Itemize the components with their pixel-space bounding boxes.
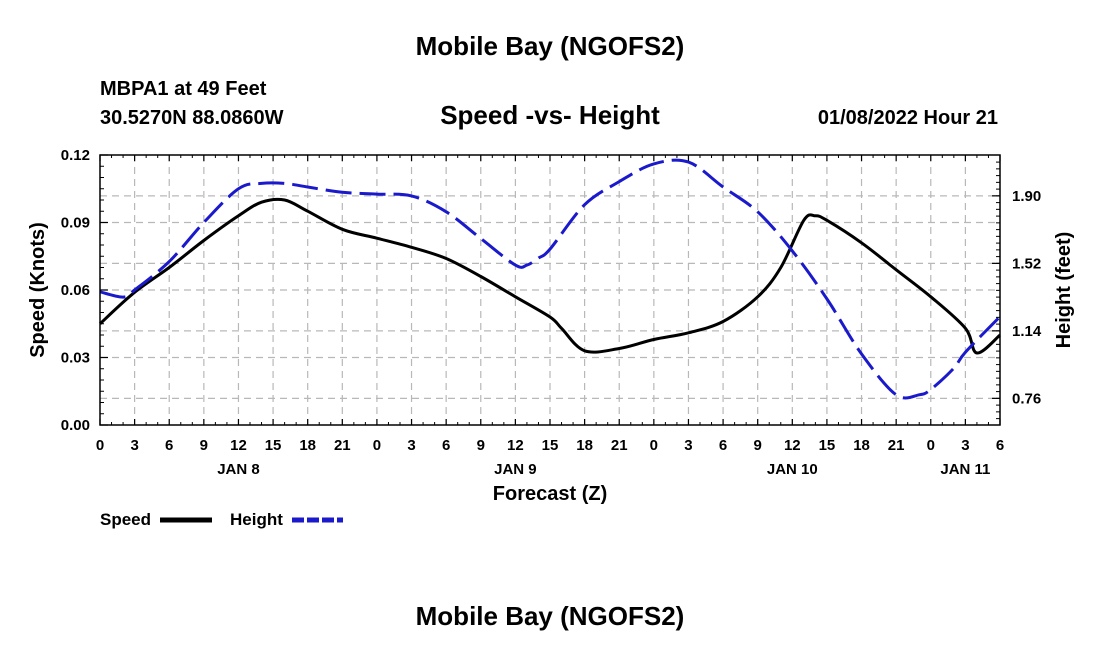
x-tick-label: 18 — [853, 437, 870, 454]
station-label: MBPA1 at 49 Feet — [100, 78, 267, 100]
x-tick-label: 3 — [130, 437, 138, 454]
date-label: JAN 8 — [217, 461, 260, 478]
x-tick-label: 0 — [927, 437, 935, 454]
x-tick-label: 21 — [888, 437, 905, 454]
x-tick-label: 15 — [819, 437, 836, 454]
x-tick-label: 9 — [200, 437, 208, 454]
height-line — [99, 158, 1002, 400]
x-tick-label: 12 — [784, 437, 801, 454]
x-tick-label: 3 — [684, 437, 692, 454]
x-tick-label: 6 — [165, 437, 173, 454]
x-tick-label: 6 — [442, 437, 450, 454]
speed-line — [98, 197, 1001, 355]
y2-axis-label: Height (feet) — [1053, 232, 1075, 349]
date-label: JAN 10 — [767, 461, 818, 478]
x-tick-label: 15 — [265, 437, 282, 454]
x-tick-label: 6 — [996, 437, 1004, 454]
page-title: Mobile Bay (NGOFS2) — [416, 31, 685, 61]
y2-tick-label: 1.52 — [1012, 255, 1041, 272]
y-tick-label: 0.03 — [61, 350, 90, 367]
y-axis-label: Speed (Knots) — [27, 222, 49, 358]
date-label: JAN 9 — [494, 461, 537, 478]
footer-title: Mobile Bay (NGOFS2) — [416, 601, 685, 631]
x-tick-label: 3 — [407, 437, 415, 454]
y-tick-label: 0.00 — [61, 417, 90, 434]
x-tick-label: 21 — [334, 437, 351, 454]
grid — [100, 155, 1000, 425]
x-tick-label: 18 — [576, 437, 593, 454]
date-label: JAN 11 — [940, 461, 990, 478]
x-tick-label: 12 — [230, 437, 247, 454]
series-group — [98, 158, 1002, 400]
chart-subtitle: Speed -vs- Height — [440, 100, 660, 130]
legend-height-label: Height — [230, 510, 283, 529]
y-tick-label: 0.06 — [61, 282, 90, 299]
y2-tick-label: 1.90 — [1012, 188, 1041, 205]
x-tick-label: 9 — [477, 437, 485, 454]
y2-tick-label: 1.14 — [1012, 323, 1042, 340]
x-tick-label: 0 — [650, 437, 658, 454]
x-tick-label: 21 — [611, 437, 628, 454]
x-tick-label: 0 — [373, 437, 381, 454]
x-axis-label: Forecast (Z) — [493, 483, 607, 505]
y-tick-label: 0.12 — [61, 147, 90, 164]
x-tick-label: 15 — [542, 437, 559, 454]
coords-label: 30.5270N 88.0860W — [100, 107, 284, 129]
axes: 0 3 6 9 12 15 18 21 0 3 6 9 12 15 18 21 0 3 6 9 12 15 18 21 0 3 6J… — [61, 147, 1042, 478]
y-tick-label: 0.09 — [61, 215, 90, 232]
x-tick-label: 3 — [961, 437, 969, 454]
x-tick-label: 9 — [754, 437, 762, 454]
datetime-label: 01/08/2022 Hour 21 — [818, 107, 998, 129]
x-tick-label: 0 — [96, 437, 104, 454]
legend-speed-label: Speed — [100, 510, 151, 529]
x-tick-label: 12 — [507, 437, 524, 454]
x-tick-label: 6 — [719, 437, 727, 454]
x-tick-label: 18 — [299, 437, 316, 454]
legend: Speed Height — [100, 510, 343, 529]
y2-tick-label: 0.76 — [1012, 390, 1041, 407]
